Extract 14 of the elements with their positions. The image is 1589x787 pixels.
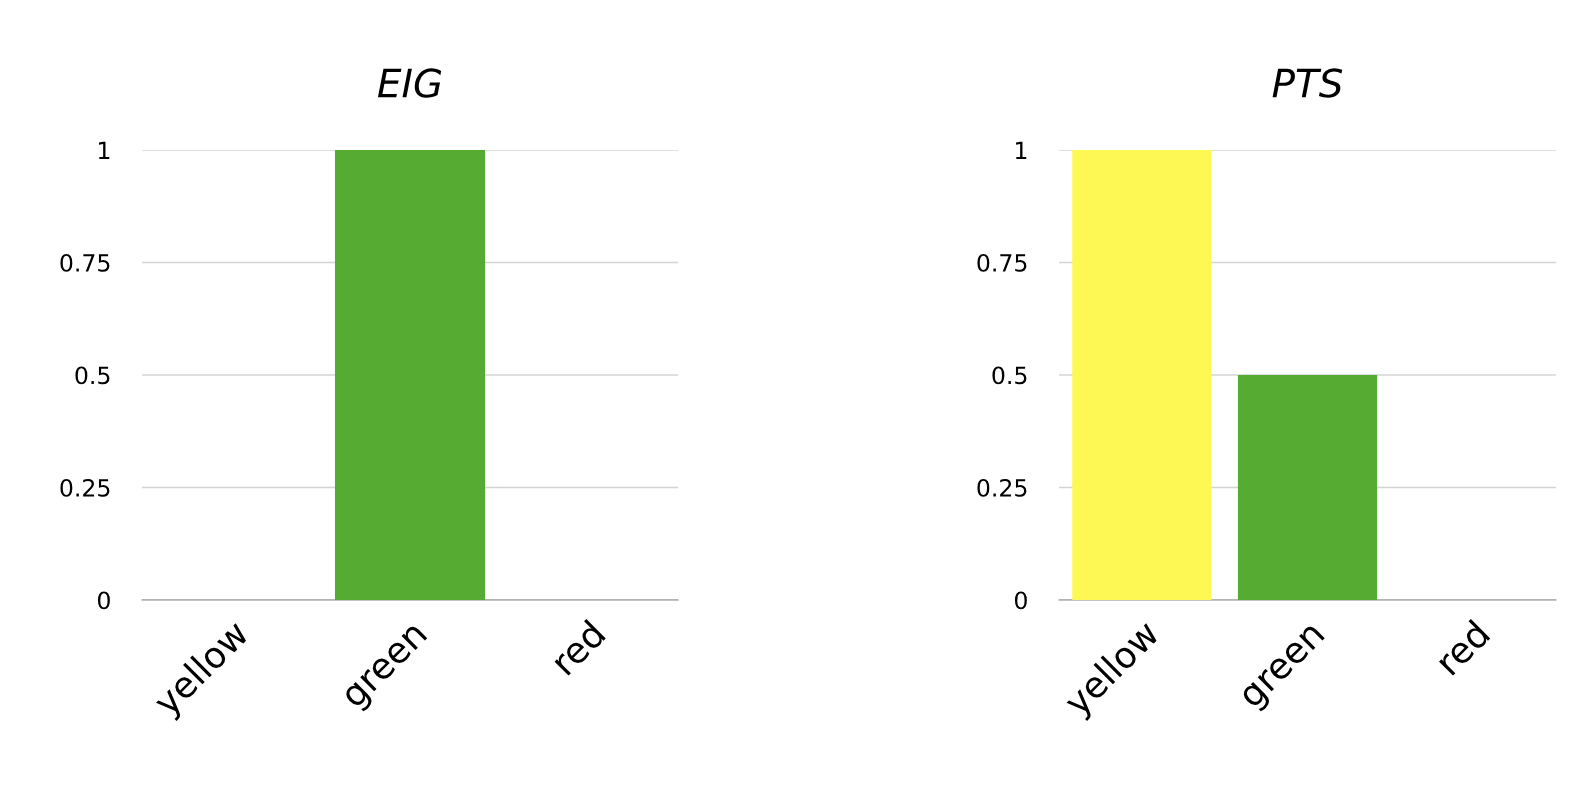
- y-tick-label: 1: [1016, 141, 1027, 159]
- y-tick-label: 0.75: [60, 253, 110, 272]
- x-tick-label: red: [1433, 618, 1491, 676]
- y-tick-label: 0: [97, 591, 110, 610]
- y-tick-label: 0.25: [60, 478, 110, 497]
- y-tick-label: 0.75: [977, 253, 1027, 272]
- x-tick-label: red: [549, 618, 607, 676]
- y-tick-label: 1: [99, 141, 110, 159]
- y-tick-label: 0.5: [75, 366, 110, 385]
- y-tick-label: 0: [1014, 591, 1027, 610]
- chart-title: EIG: [377, 68, 442, 98]
- chart-title: PTS: [1272, 68, 1343, 98]
- y-tick-label: 0.25: [977, 478, 1027, 497]
- y-tick-label: 0.5: [992, 366, 1027, 385]
